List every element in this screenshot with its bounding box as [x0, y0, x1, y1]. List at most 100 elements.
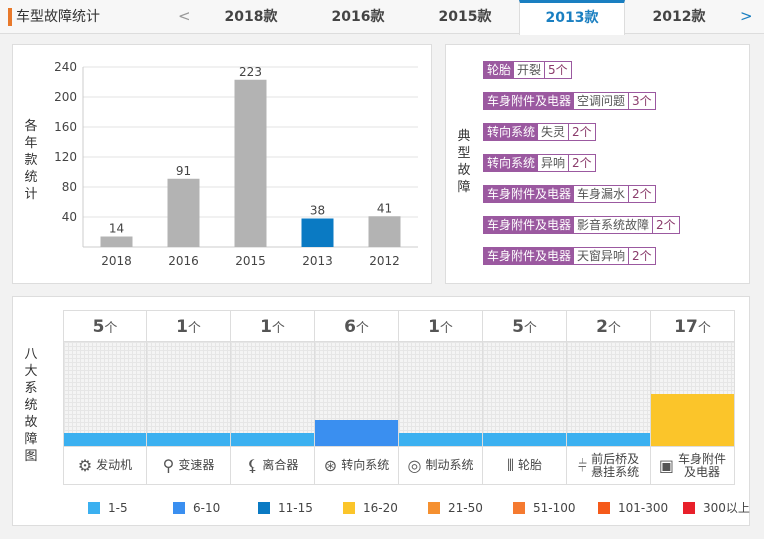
system-column[interactable]: 1个 ⚸ 离合器 — [231, 310, 315, 485]
legend-swatch — [513, 501, 525, 514]
tab-2012款[interactable]: 2012款 — [652, 9, 706, 25]
tab-2013款[interactable]: 2013款 — [519, 0, 625, 35]
legend-label: 21-50 — [448, 500, 483, 515]
brake-disc-icon: ◎ — [407, 456, 422, 475]
tab-2015款[interactable]: 2015款 — [438, 9, 492, 25]
bar-2018 — [100, 236, 133, 247]
legend-swatch — [88, 501, 100, 514]
tab-2018款[interactable]: 2018款 — [224, 9, 278, 25]
bar-value-label: 41 — [377, 201, 392, 215]
fault-category: 转向系统 — [484, 155, 539, 171]
system-level-bar — [231, 433, 314, 446]
y-tick-label: 160 — [54, 120, 77, 134]
legend-label: 101-300 — [618, 500, 669, 515]
fault-count: 5个 — [548, 63, 568, 77]
bar-value-label: 38 — [310, 204, 325, 218]
system-name: 制动系统 — [425, 458, 474, 472]
system-name: 发动机 — [96, 458, 133, 472]
system-bar-area — [483, 342, 566, 446]
fault-tag[interactable]: 车身附件及电器 天窗异响 2个 — [483, 247, 656, 265]
legend-item: 21-50 — [428, 499, 513, 516]
x-tick-label: 2018 — [101, 254, 132, 268]
system-column[interactable]: 17个 ▣ 车身附件 及电器 — [651, 310, 735, 485]
system-level-bar — [483, 433, 566, 446]
x-tick-label: 2016 — [168, 254, 199, 268]
tab-2016款[interactable]: 2016款 — [331, 9, 385, 25]
system-name: 变速器 — [178, 458, 215, 472]
legend-label: 51-100 — [533, 500, 576, 515]
system-name: 车身附件 及电器 — [678, 451, 727, 479]
system-count: 2个 — [567, 310, 650, 342]
faults-label: 典型故障 — [457, 129, 471, 195]
system-level-bar — [567, 433, 650, 446]
system-bar-area — [567, 342, 650, 446]
bar-2015 — [234, 79, 267, 247]
fault-category: 车身附件及电器 — [484, 217, 575, 233]
fault-tag[interactable]: 转向系统 异响 2个 — [483, 154, 596, 172]
prev-arrow-button[interactable]: < — [178, 7, 191, 25]
y-tick-label: 120 — [54, 150, 77, 164]
fault-count: 3个 — [632, 94, 652, 108]
legend-item: 300以上 — [683, 499, 764, 516]
year-chart-panel — [12, 44, 432, 284]
chart-ylabel: 各年款统计 — [24, 119, 38, 202]
fault-tag[interactable]: 车身附件及电器 空调问题 3个 — [483, 92, 656, 110]
fault-tag[interactable]: 轮胎 开裂 5个 — [483, 61, 572, 79]
y-tick-label: 40 — [62, 210, 77, 224]
system-count: 1个 — [147, 310, 230, 342]
legend: 1-5 6-10 11-15 16-20 21-50 51-100 101-300 300以上 — [88, 499, 764, 516]
system-name: 轮胎 — [518, 458, 543, 472]
legend-label: 300以上 — [703, 501, 750, 515]
fault-tag[interactable]: 车身附件及电器 车身漏水 2个 — [483, 185, 656, 203]
system-label: ◎ 制动系统 — [399, 446, 482, 485]
fault-category: 车身附件及电器 — [484, 93, 575, 109]
fault-description: 异响 — [538, 155, 570, 171]
system-count: 6个 — [315, 310, 398, 342]
fault-count: 2个 — [572, 156, 592, 170]
legend-swatch — [428, 501, 440, 514]
fault-description: 影音系统故障 — [574, 217, 654, 233]
bar-value-label: 14 — [109, 222, 124, 236]
system-bar-area — [64, 342, 146, 446]
legend-swatch — [598, 501, 610, 514]
system-name: 前后桥及 悬挂系统 — [591, 451, 640, 479]
system-column[interactable]: 5个 ⦀ 轮胎 — [483, 310, 567, 485]
fault-count: 2个 — [656, 218, 676, 232]
suspension-icon: ⫩ — [577, 456, 588, 475]
system-column[interactable]: 1个 ◎ 制动系统 — [399, 310, 483, 485]
next-arrow-button[interactable]: > — [740, 7, 753, 25]
legend-label: 11-15 — [278, 500, 313, 515]
bar-value-label: 223 — [239, 65, 262, 79]
bar-value-label: 91 — [176, 164, 191, 178]
year-bar-chart: 40 80 120 160 200 240 14 2018 91 2016 223 2015 38 201… — [54, 60, 418, 268]
legend-item: 1-5 — [88, 499, 173, 516]
tire-icon: ⦀ — [506, 456, 515, 475]
system-column[interactable]: 6个 ⊛ 转向系统 — [315, 310, 399, 485]
system-count: 1个 — [399, 310, 482, 342]
system-level-bar — [651, 394, 734, 446]
systems-label: 八大系统故障图 — [24, 347, 38, 464]
x-tick-label: 2012 — [369, 254, 400, 268]
legend-label: 6-10 — [193, 500, 221, 515]
fault-count: 2个 — [632, 249, 652, 263]
y-tick-label: 240 — [54, 60, 77, 74]
legend-swatch — [173, 501, 185, 514]
system-count: 1个 — [231, 310, 314, 342]
fault-count: 2个 — [572, 125, 592, 139]
fault-tag[interactable]: 转向系统 失灵 2个 — [483, 123, 596, 141]
legend-swatch — [683, 501, 695, 514]
legend-swatch — [258, 501, 270, 514]
legend-item: 101-300 — [598, 499, 683, 516]
system-label: ▣ 车身附件 及电器 — [651, 446, 734, 485]
system-count: 5个 — [483, 310, 566, 342]
legend-item: 11-15 — [258, 499, 343, 516]
legend-label: 16-20 — [363, 500, 398, 515]
battery-icon: ▣ — [658, 456, 675, 475]
system-column[interactable]: 1个 ⚲ 变速器 — [147, 310, 231, 485]
system-name: 离合器 — [262, 458, 299, 472]
fault-tag[interactable]: 车身附件及电器 影音系统故障 2个 — [483, 216, 680, 234]
steering-wheel-icon: ⊛ — [323, 456, 338, 475]
system-name: 转向系统 — [341, 458, 390, 472]
system-column[interactable]: 2个 ⫩ 前后桥及 悬挂系统 — [567, 310, 651, 485]
system-column[interactable]: 5个 ⚙ 发动机 — [63, 310, 147, 485]
